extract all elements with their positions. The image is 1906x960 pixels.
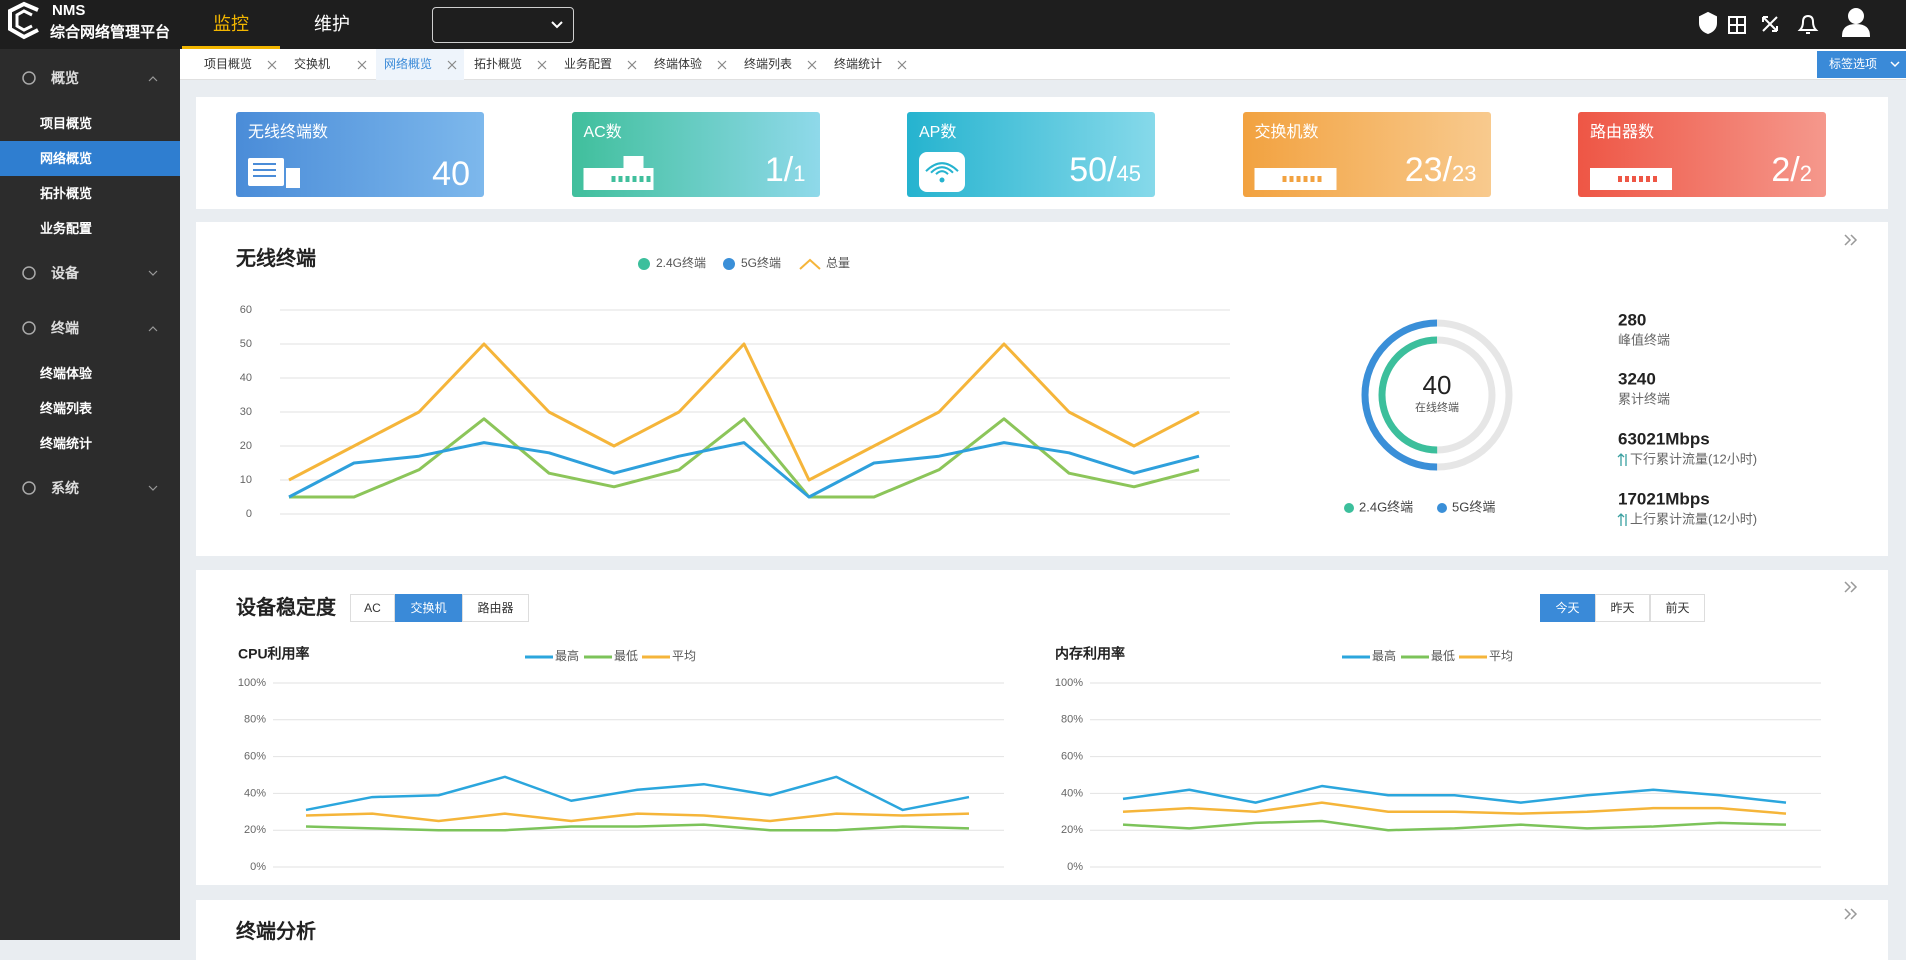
stat-value: 23 (1404, 151, 1443, 189)
stat-label: AC数 (583, 124, 622, 141)
sidebar-item[interactable]: 拓扑概览 (40, 186, 93, 201)
tab[interactable]: 终端体验 (654, 57, 703, 71)
stat-card: AP数 50/45 (907, 112, 1155, 197)
stat-value-wrap: 23/23 (1405, 149, 1477, 195)
filter-button[interactable]: 前天 (1650, 594, 1705, 622)
stat-slash: / (1790, 151, 1800, 189)
stat-card: 交换机数 23/23 (1242, 112, 1491, 197)
stability-panel (196, 570, 1888, 885)
stat-value: 50 (1069, 151, 1108, 189)
stat-value-wrap: 2/2 (1771, 149, 1812, 195)
sidebar-item[interactable]: 网络概览 (40, 151, 93, 166)
wireless-panel (196, 222, 1888, 556)
filter-button[interactable]: 交换机 (395, 594, 462, 622)
sidebar-group[interactable]: 设备 (51, 265, 79, 281)
sidebar: 概览项目概览网络概览拓扑概览业务配置设备终端终端体验终端列表终端统计系统 (0, 49, 180, 940)
tab[interactable]: 项目概览 (204, 57, 253, 71)
logo-top: NMS (52, 2, 86, 19)
sidebar-group[interactable]: 系统 (51, 480, 79, 496)
stat-value-wrap: 1/1 (765, 149, 806, 195)
analysis-panel (196, 900, 1888, 960)
stat-card: 路由器数 2/2 (1578, 112, 1826, 197)
sidebar-group[interactable]: 概览 (51, 70, 79, 86)
tab[interactable]: 拓扑概览 (474, 57, 523, 71)
sidebar-item[interactable]: 业务配置 (40, 221, 93, 236)
stat-value-wrap: 50/45 (1069, 149, 1141, 195)
stat-label: 路由器数 (1590, 124, 1655, 141)
filter-button[interactable]: 今天 (1540, 594, 1595, 622)
stat-card: AC数 1/1 (571, 112, 820, 197)
stat-total: 23 (1452, 161, 1477, 186)
sidebar-item[interactable]: 终端统计 (40, 436, 93, 451)
stat-value-wrap: 40 (432, 153, 470, 195)
panel-title: 设备稳定度 (236, 597, 336, 619)
tab[interactable]: 终端列表 (744, 57, 793, 71)
tab[interactable]: 交换机 (294, 57, 331, 71)
filter-button[interactable]: AC (350, 594, 395, 622)
tab[interactable]: 终端统计 (834, 57, 883, 71)
tab[interactable]: 业务配置 (564, 57, 613, 71)
tab-bar: 项目概览 交换机 网络概览 拓扑概览 业务配置 终端体验 终端列表 终端统计 (180, 49, 1906, 80)
nav-underline (182, 46, 280, 49)
tab[interactable]: 网络概览 (384, 57, 433, 71)
stat-label: AP数 (919, 124, 957, 141)
stat-total: 1 (793, 161, 806, 186)
filter-button[interactable]: 昨天 (1595, 594, 1650, 622)
nav-item[interactable]: 监控 (213, 14, 249, 34)
filter-button[interactable]: 路由器 (462, 594, 529, 622)
stat-label: 交换机数 (1254, 124, 1319, 141)
stat-value: 40 (432, 155, 470, 193)
tab-options[interactable]: 标签选项 (1817, 51, 1906, 78)
stat-slash: / (1107, 151, 1117, 189)
stat-total: 2 (1799, 161, 1812, 186)
stat-total: 45 (1116, 161, 1141, 186)
sidebar-item[interactable]: 项目概览 (40, 116, 93, 131)
panel-title: 无线终端 (236, 248, 316, 270)
sidebar-item[interactable]: 终端体验 (40, 366, 93, 381)
sidebar-item[interactable]: 终端列表 (40, 401, 93, 416)
stat-slash: / (783, 151, 794, 189)
sidebar-active (0, 141, 180, 176)
stat-card: 无线终端数 40 (236, 112, 484, 197)
stat-value: 2 (1771, 151, 1791, 189)
panel-title: 终端分析 (236, 921, 316, 943)
top-bar: NMS 综合网络管理平台 监控 维护 (0, 0, 1906, 49)
sidebar-group[interactable]: 终端 (51, 320, 79, 336)
stat-value: 1 (764, 151, 784, 189)
stat-slash: / (1442, 151, 1453, 189)
nav-item[interactable]: 维护 (314, 14, 350, 34)
logo-bottom: 综合网络管理平台 (50, 24, 171, 41)
dropdown[interactable] (432, 7, 574, 43)
stat-label: 无线终端数 (248, 124, 329, 141)
